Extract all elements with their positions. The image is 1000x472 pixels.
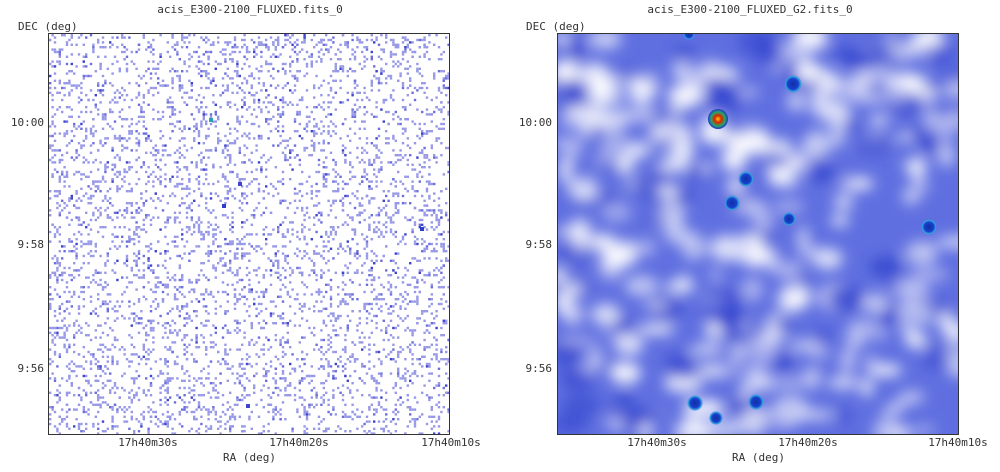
left-ytick-958: 9:58 xyxy=(17,238,45,251)
right-ra-axis-label: RA (deg) xyxy=(732,451,785,464)
left-xtick-30s: 17h40m30s xyxy=(118,436,178,449)
right-ytick-1000: 10:00 xyxy=(518,116,552,129)
left-image-frame[interactable] xyxy=(48,33,450,435)
right-xtick-20s: 17h40m20s xyxy=(778,436,838,449)
left-xtick-10s: 17h40m10s xyxy=(421,436,481,449)
right-image-panel: acis_E300-2100_FLUXED_G2.fits_0 DEC (deg… xyxy=(500,0,1000,472)
left-ytick-1000: 10:00 xyxy=(10,116,44,129)
smoothed-image xyxy=(558,34,958,434)
raw-counts-image xyxy=(49,34,449,434)
right-panel-title: acis_E300-2100_FLUXED_G2.fits_0 xyxy=(647,3,853,16)
left-panel-title: acis_E300-2100_FLUXED.fits_0 xyxy=(157,3,343,16)
left-image-panel: acis_E300-2100_FLUXED.fits_0 DEC (deg) 1… xyxy=(10,3,481,464)
left-xtick-20s: 17h40m20s xyxy=(269,436,329,449)
left-ra-axis-label: RA (deg) xyxy=(223,451,276,464)
right-ytick-956: 9:56 xyxy=(525,362,553,375)
right-dec-axis-label: DEC (deg) xyxy=(526,20,586,33)
right-image-frame[interactable] xyxy=(557,33,959,435)
right-ytick-958: 9:58 xyxy=(525,238,553,251)
right-xtick-10s: 17h40m10s xyxy=(928,436,988,449)
left-dec-axis-label: DEC (deg) xyxy=(18,20,78,33)
left-ytick-956: 9:56 xyxy=(17,362,45,375)
right-xtick-30s: 17h40m30s xyxy=(627,436,687,449)
